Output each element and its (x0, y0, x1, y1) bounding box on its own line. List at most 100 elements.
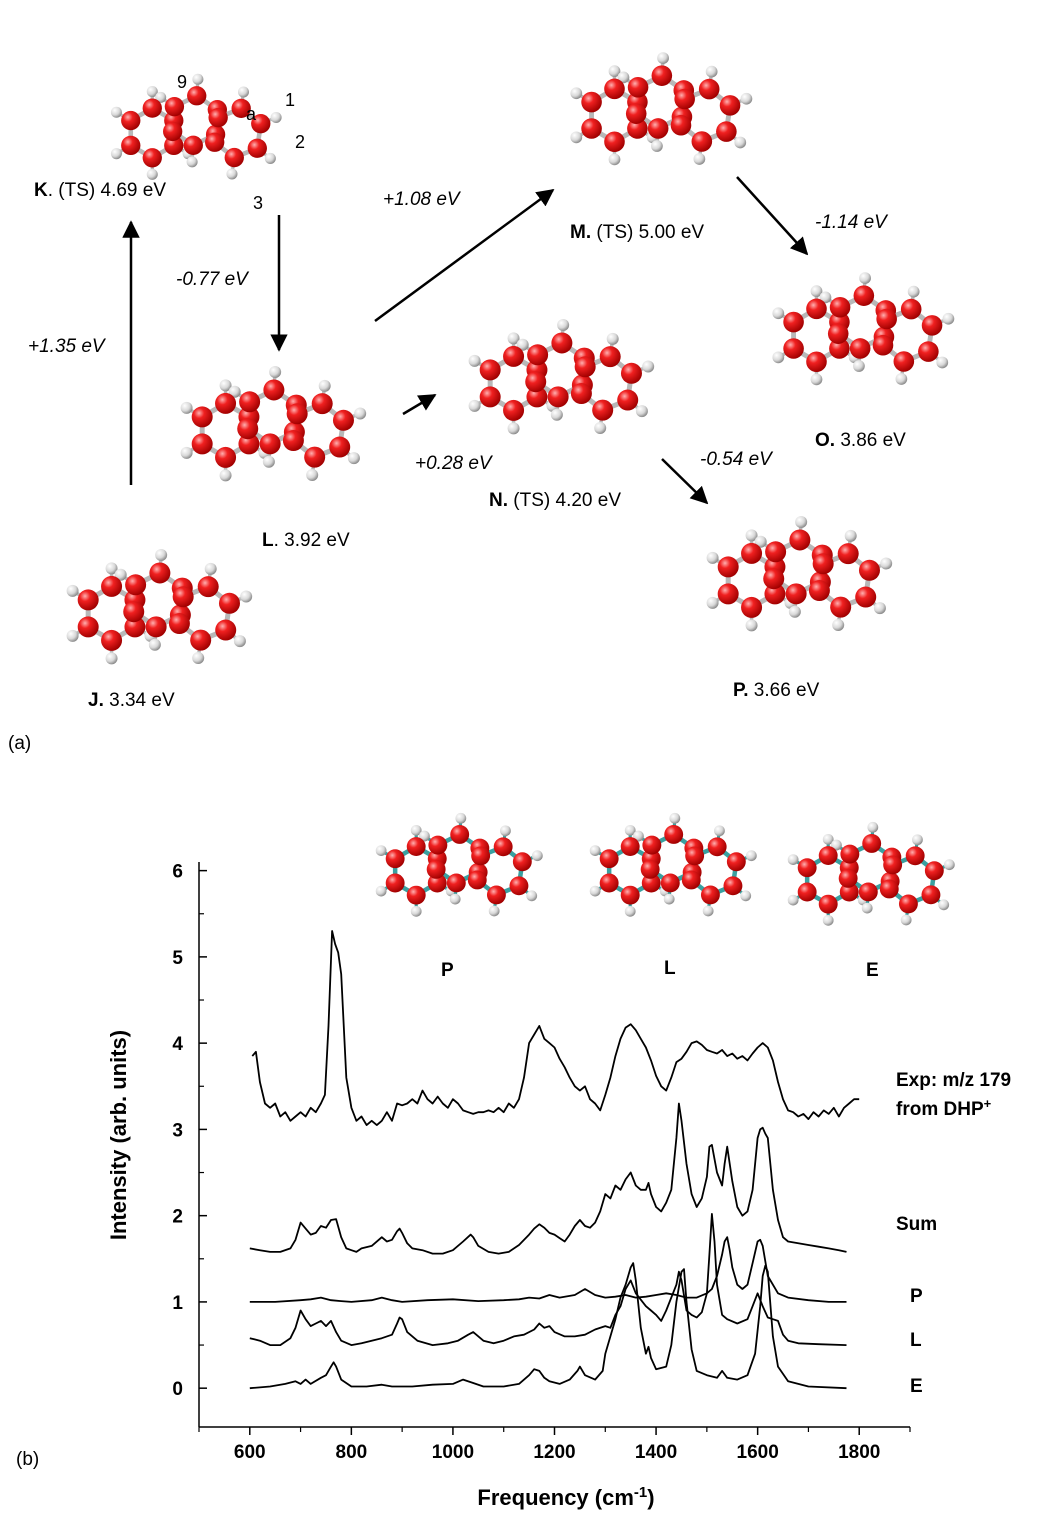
carbon-atom (627, 118, 648, 139)
carbon-atom (651, 65, 673, 86)
carbon-atom (620, 885, 640, 905)
state-label-N: N. (TS) 4.20 eV (489, 490, 621, 511)
hydrogen-atom (449, 893, 461, 905)
panel-label-b: (b) (16, 1449, 39, 1470)
carbon-atom (647, 118, 669, 139)
carbon-atom (172, 586, 194, 608)
structure-L (589, 812, 757, 917)
carbon-atom (239, 391, 261, 413)
hydrogen-atom (531, 850, 543, 862)
hydrogen-atom (943, 859, 955, 871)
carbon-atom (879, 879, 899, 899)
hydrogen-atom (589, 845, 601, 857)
carbon-atom (286, 403, 308, 425)
hydrogen-atom (354, 407, 367, 420)
hydrogen-atom (693, 153, 706, 165)
carbon-atom (525, 371, 547, 393)
hydrogen-atom (589, 885, 601, 897)
hydrogen-atom (269, 366, 282, 379)
hydrogen-atom (787, 894, 799, 906)
carbon-atom (862, 834, 882, 853)
carbon-atom (446, 873, 466, 893)
carbon-atom (900, 298, 922, 320)
hydrogen-atom (375, 845, 387, 857)
carbon-atom (581, 91, 602, 113)
carbon-atom (918, 341, 939, 362)
carbon-atom (215, 619, 237, 641)
carbon-atom (876, 308, 897, 330)
carbon-atom (627, 76, 649, 98)
state-label-M: M. (TS) 5.00 eV (570, 222, 704, 243)
carbon-atom (471, 846, 491, 866)
hydrogen-atom (570, 87, 583, 100)
trace-label-L: L (910, 1330, 922, 1351)
carbon-atom (486, 885, 506, 905)
carbon-atom (764, 583, 786, 605)
carbon-atom (385, 849, 405, 869)
y-tick-label: 0 (172, 1379, 183, 1400)
hydrogen-atom (526, 890, 538, 902)
carbon-atom (625, 103, 647, 124)
trace-E (249, 1262, 847, 1390)
trace-L (249, 1213, 847, 1346)
carbon-atom (883, 855, 903, 875)
carbon-atom (77, 589, 99, 611)
hydrogen-atom (745, 850, 757, 862)
hydrogen-atom (787, 854, 799, 866)
carbon-atom (183, 135, 203, 155)
molecule-O (772, 272, 955, 386)
carbon-atom (717, 556, 739, 578)
hydrogen-atom (410, 824, 422, 836)
carbon-atom (806, 298, 827, 320)
hydrogen-atom (228, 385, 241, 398)
state-label-J: J. 3.34 eV (88, 690, 175, 711)
hydrogen-atom (873, 602, 886, 615)
hydrogen-atom (186, 156, 198, 168)
carbon-atom (641, 873, 661, 893)
molecule-N (468, 319, 655, 435)
panel-label-a: (a) (8, 733, 31, 754)
hydrogen-atom (624, 905, 636, 917)
hydrogen-atom (819, 291, 832, 304)
carbon-atom (332, 409, 354, 431)
trace-label-exp: Exp: m/z 179 (896, 1070, 1011, 1091)
hydrogen-atom (180, 446, 193, 459)
hydrogen-atom (110, 148, 122, 160)
carbon-atom (479, 359, 501, 381)
carbon-atom (818, 846, 838, 866)
hydrogen-atom (651, 140, 663, 152)
x-tick-label: 1800 (838, 1442, 880, 1463)
carbon-atom (125, 574, 147, 596)
atom-number-3: 3 (253, 193, 263, 213)
hydrogen-atom (180, 401, 193, 414)
carbon-atom (681, 870, 701, 890)
carbon-atom (123, 601, 145, 623)
carbon-atom (921, 315, 943, 336)
panel-a: 9 a 1 2 3 K. (TS) 4.69 eV L. 3.92 eV J. … (8, 52, 955, 754)
hydrogen-atom (740, 890, 752, 902)
carbon-atom (855, 586, 877, 608)
hydrogen-atom (66, 629, 79, 642)
state-label-O: O. 3.86 eV (815, 430, 906, 451)
hydrogen-atom (192, 651, 205, 664)
step-energy-KL: -0.77 eV (176, 269, 250, 290)
trace-sum (249, 1102, 847, 1255)
hydrogen-atom (318, 379, 331, 392)
state-label-P: P. 3.66 eV (733, 680, 820, 701)
carbon-atom (716, 121, 737, 142)
carbon-atom (406, 885, 426, 905)
carbon-atom (164, 96, 185, 117)
carbon-atom (604, 78, 625, 100)
carbon-atom (218, 592, 240, 614)
molecule-M (570, 52, 753, 166)
carbon-atom (547, 386, 569, 408)
hydrogen-atom (706, 596, 719, 609)
molecule-structures (66, 52, 955, 665)
carbon-atom (304, 446, 326, 468)
carbon-atom (717, 583, 739, 605)
carbon-atom (797, 858, 817, 878)
hydrogen-atom (468, 354, 481, 367)
carbon-atom (479, 386, 501, 408)
y-tick-label: 3 (172, 1120, 183, 1141)
